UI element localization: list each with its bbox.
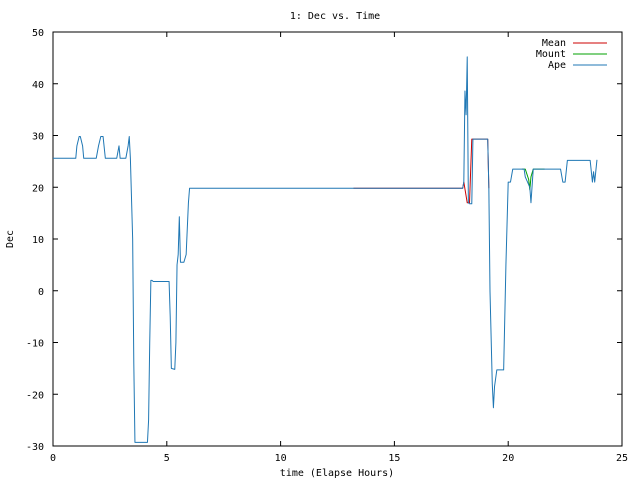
series-line-ape <box>53 56 598 443</box>
y-tick-label: 0 <box>38 287 44 298</box>
y-tick-label: -10 <box>26 339 44 350</box>
x-tick-label: 25 <box>616 453 628 464</box>
x-tick-label: 15 <box>388 453 400 464</box>
legend-label-ape: Ape <box>548 60 566 71</box>
y-tick-label: -20 <box>26 390 44 401</box>
chart-title: 1: Dec vs. Time <box>290 11 380 22</box>
axis-ticks: 0 5 10 15 20 25 -30 -20 -10 0 10 20 30 40 50 <box>26 28 628 464</box>
legend-label-mount: Mount <box>536 49 566 60</box>
series-lines <box>53 56 598 443</box>
x-tick-label: 0 <box>50 453 56 464</box>
y-tick-label: 50 <box>32 28 44 39</box>
x-axis-label: time (Elapse Hours) <box>280 468 394 479</box>
y-axis-label: Dec <box>5 230 16 248</box>
x-tick-label: 10 <box>275 453 287 464</box>
x-tick-label: 20 <box>502 453 514 464</box>
y-tick-label: 40 <box>32 80 44 91</box>
y-tick-label: 20 <box>32 183 44 194</box>
y-tick-label: 10 <box>32 235 44 246</box>
y-tick-label: 30 <box>32 132 44 143</box>
x-tick-label: 5 <box>164 453 170 464</box>
legend-label-mean: Mean <box>542 38 566 49</box>
y-tick-label: -30 <box>26 442 44 453</box>
